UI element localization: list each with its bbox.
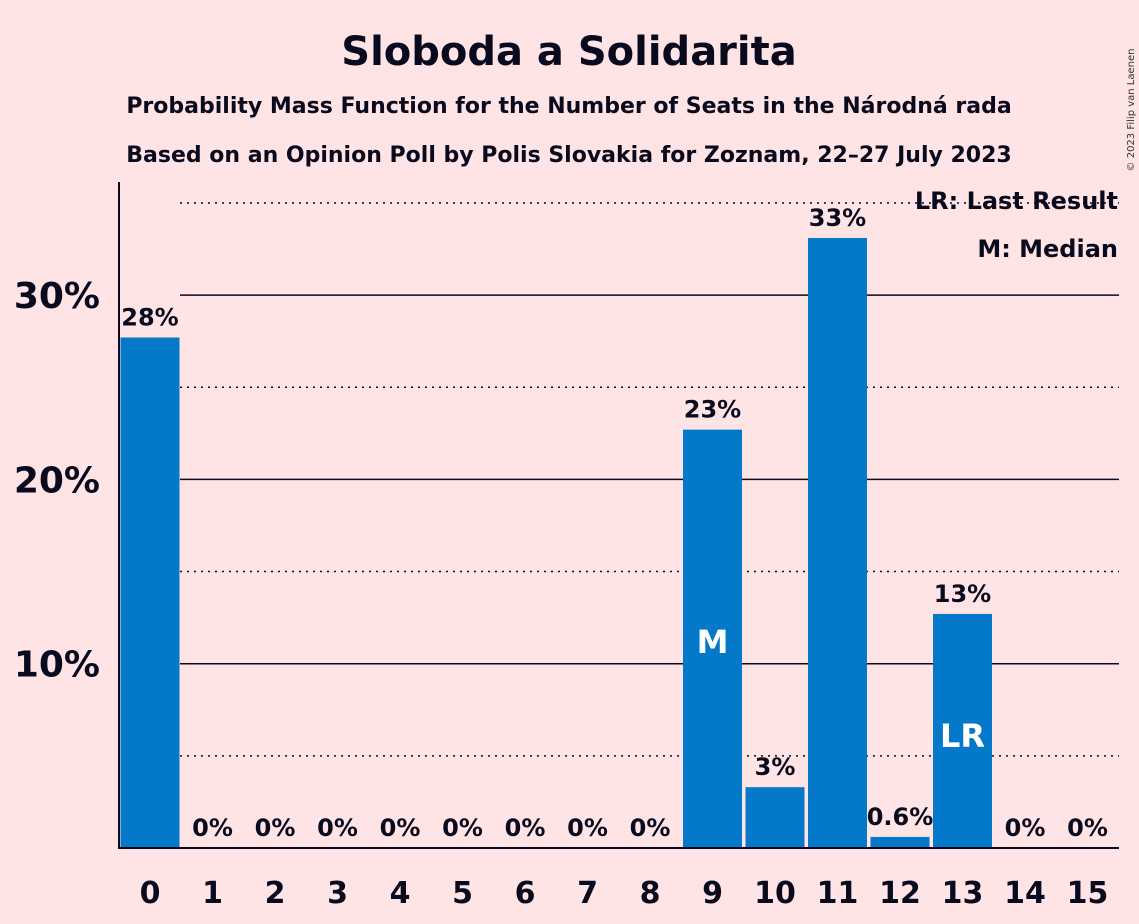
copyright-note: © 2023 Filip van Laenen [1126,49,1137,172]
bar [808,237,867,849]
x-tick-label: 10 [754,876,796,911]
bar [933,613,992,848]
x-tick-label: 8 [640,876,661,911]
median-marker: M [697,623,729,661]
bars: 28% 0% 0% 0% 0% 0% 0% 0% 0% 23% M 3% 33% 0.6% 13% LR 0% 0… [120,204,1108,849]
x-tick-label: 3 [327,876,348,911]
legend-last-result: LR: Last Result [915,187,1118,215]
data-label: 0% [380,814,421,842]
x-tick-label: 6 [515,876,536,911]
bar [870,836,930,848]
data-label: 0% [505,814,546,842]
chart-subtitle: Probability Mass Function for the Number… [126,94,1011,119]
x-tick-label: 4 [390,876,411,911]
x-tick-label: 12 [879,876,921,911]
data-label: 23% [684,396,741,424]
x-tick-label: 11 [817,876,859,911]
bar [683,429,742,848]
data-label: 0% [255,814,296,842]
x-tick-label: 0 [140,876,161,911]
x-tick-label: 9 [702,876,723,911]
data-label: 0% [1067,814,1108,842]
bar [745,787,805,848]
data-label: 0% [567,814,608,842]
last-result-marker: LR [940,717,985,755]
x-tick-label: 13 [942,876,984,911]
chart-title: Sloboda a Solidarita [341,29,796,75]
data-label: 3% [755,753,796,781]
x-tick-label: 5 [452,876,473,911]
bar [120,337,180,848]
data-label: 0% [317,814,358,842]
data-label: 0.6% [867,803,934,831]
y-tick-label: 10% [14,645,100,686]
y-axis-ticks: 10% 20% 30% [14,276,100,686]
data-label: 0% [1005,814,1046,842]
y-tick-label: 20% [14,460,100,501]
data-label: 28% [121,303,178,331]
legend-median: M: Median [977,235,1118,263]
y-tick-label: 30% [14,276,100,317]
x-tick-label: 7 [577,876,598,911]
data-label: 33% [809,204,866,232]
x-axis-ticks: 0 1 2 3 4 5 6 7 8 9 10 11 12 13 14 15 [140,876,1109,911]
x-tick-label: 2 [265,876,286,911]
data-label: 0% [192,814,233,842]
x-tick-label: 15 [1067,876,1109,911]
data-label: 0% [630,814,671,842]
x-tick-label: 1 [202,876,223,911]
x-tick-label: 14 [1004,876,1046,911]
chart-subtitle-poll: Based on an Opinion Poll by Polis Slovak… [126,143,1011,168]
data-label: 0% [442,814,483,842]
data-label: 13% [934,580,991,608]
